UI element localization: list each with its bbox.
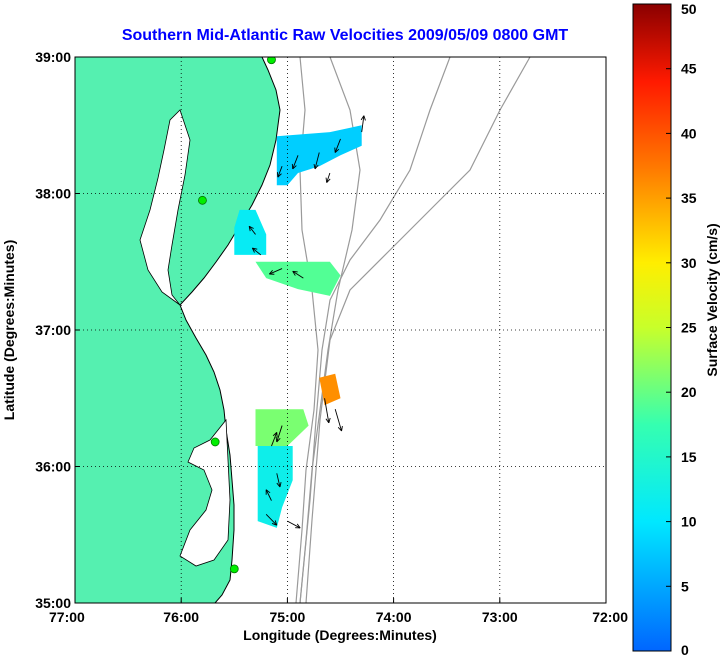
velocity-arrow-16 <box>287 520 301 529</box>
x-axis-ticks: 77:00 76:00 75:00 74:00 73:00 72:00 <box>49 598 628 625</box>
y-axis-label: Latitude (Degrees:Minutes) <box>1 240 17 420</box>
land-mass <box>75 57 281 603</box>
velocity-arrow-12 <box>275 425 283 443</box>
chesapeake-bay <box>139 109 191 306</box>
y-axis-ticks: 39:00 38:00 37:00 36:00 35:00 <box>35 49 80 611</box>
velocity-arrow-5 <box>325 172 331 183</box>
radar-station-3 <box>229 564 239 574</box>
colorbar-tick-label: 30 <box>681 255 697 271</box>
radar-station-2 <box>210 437 220 447</box>
velocity-region-4 <box>255 409 309 446</box>
velocity-arrow-10 <box>324 398 331 424</box>
x-tick-label: 77:00 <box>49 609 85 625</box>
pamlico-sound <box>179 418 231 567</box>
map-layers <box>75 57 606 603</box>
colorbar-tick-label: 35 <box>681 190 697 206</box>
y-tick-label: 38:00 <box>35 186 71 202</box>
velocity-arrow-8 <box>269 268 283 275</box>
colorbar-ticks: 0 5 10 15 20 25 30 35 40 45 50 <box>666 1 697 658</box>
velocity-arrows <box>248 115 366 529</box>
velocity-arrow-3 <box>360 115 366 133</box>
x-tick-label: 76:00 <box>163 609 199 625</box>
colorbar-tick-label: 50 <box>681 1 697 17</box>
colorbar <box>632 3 672 652</box>
velocity-arrow-1 <box>313 152 320 170</box>
velocity-region-0 <box>276 125 362 186</box>
x-axis-label: Longitude (Degrees:Minutes) <box>243 627 437 643</box>
grid-lines <box>75 57 606 603</box>
y-tick-label: 36:00 <box>35 459 71 475</box>
x-tick-label: 72:00 <box>592 609 628 625</box>
velocity-arrow-2 <box>334 138 341 153</box>
velocity-regions <box>234 125 362 528</box>
colorbar-tick-label: 5 <box>681 578 689 594</box>
velocity-arrow-7 <box>251 247 262 256</box>
colorbar-tick-label: 40 <box>681 125 697 141</box>
velocity-arrow-4 <box>276 166 283 178</box>
radar-stations <box>198 57 276 574</box>
radar-station-1 <box>198 195 207 205</box>
velocity-region-3 <box>319 373 341 406</box>
velocity-arrow-11 <box>334 409 343 432</box>
x-tick-label: 74:00 <box>376 609 412 625</box>
velocity-arrow-15 <box>265 489 272 501</box>
velocity-arrow-14 <box>276 473 282 488</box>
velocity-arrow-6 <box>248 225 256 235</box>
y-tick-label: 37:00 <box>35 322 71 338</box>
colorbar-tick-label: 25 <box>681 320 697 336</box>
colorbar-tick-label: 0 <box>681 642 689 658</box>
x-tick-label: 73:00 <box>482 609 518 625</box>
velocity-arrow-13 <box>271 432 278 447</box>
velocity-arrow-17 <box>265 513 278 526</box>
plot-title: Southern Mid-Atlantic Raw Velocities 200… <box>122 27 569 44</box>
colorbar-tick-label: 20 <box>681 384 697 400</box>
velocity-arrow-0 <box>291 155 299 170</box>
velocity-region-1 <box>234 209 267 255</box>
colorbar-tick-label: 45 <box>681 61 697 77</box>
y-tick-label: 39:00 <box>35 49 71 65</box>
velocity-region-2 <box>255 261 341 296</box>
colorbar-tick-label: 10 <box>681 514 697 530</box>
y-tick-label: 35:00 <box>35 595 71 611</box>
colorbar-tick-label: 15 <box>681 449 697 465</box>
velocity-arrow-9 <box>292 270 304 279</box>
radar-station-0 <box>267 57 276 65</box>
colorbar-label: Surface Velocity (cm/s) <box>704 223 720 376</box>
x-tick-label: 75:00 <box>269 609 305 625</box>
